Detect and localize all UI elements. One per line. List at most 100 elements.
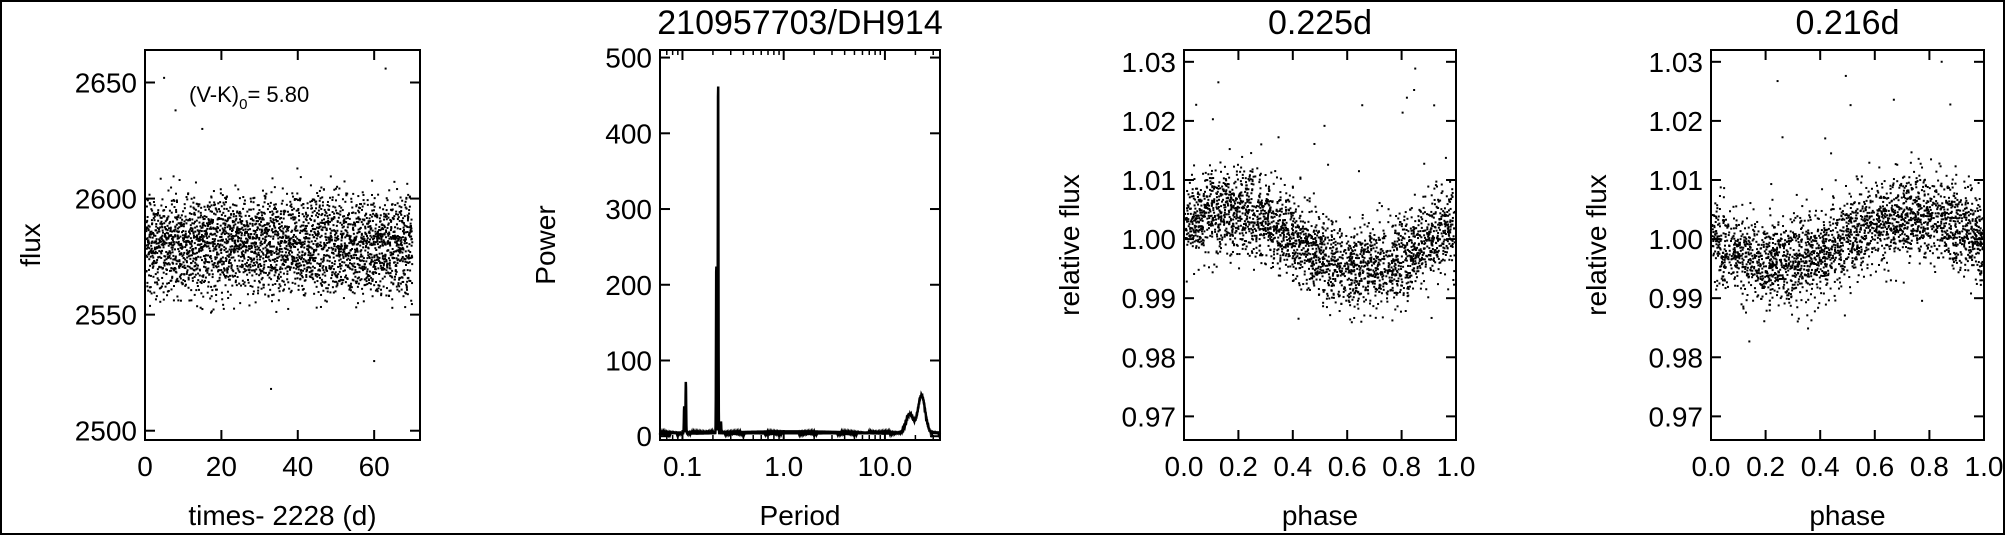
data-point	[271, 258, 274, 261]
data-point	[154, 273, 157, 276]
data-point	[222, 262, 225, 265]
data-point	[289, 268, 292, 271]
data-point	[1400, 225, 1403, 228]
data-point	[379, 244, 382, 247]
data-point	[373, 243, 376, 246]
data-point	[279, 285, 282, 288]
data-point	[1376, 288, 1379, 291]
data-point	[344, 281, 347, 284]
data-point	[165, 250, 168, 253]
data-point	[387, 242, 390, 245]
data-point	[256, 236, 259, 239]
data-point	[381, 244, 384, 247]
data-point	[407, 193, 410, 196]
data-point	[245, 264, 248, 267]
data-point	[1257, 199, 1260, 202]
data-point	[182, 210, 185, 213]
data-point	[240, 221, 243, 224]
data-point	[1259, 252, 1262, 255]
data-point	[296, 248, 299, 251]
data-point	[1374, 294, 1377, 297]
data-point	[1286, 238, 1289, 241]
data-point	[244, 214, 247, 217]
data-point	[1281, 221, 1284, 224]
data-point	[276, 275, 279, 278]
data-point	[1368, 274, 1371, 277]
data-point	[266, 274, 269, 277]
data-point	[1349, 295, 1352, 298]
data-point	[183, 203, 186, 206]
data-point	[383, 226, 386, 229]
data-point	[316, 216, 319, 219]
data-point	[316, 211, 319, 214]
data-point	[343, 215, 346, 218]
data-point	[1369, 259, 1372, 262]
data-point	[309, 200, 312, 203]
data-point	[1395, 270, 1398, 273]
data-point	[225, 258, 228, 261]
data-point	[268, 258, 271, 261]
data-point	[332, 247, 335, 250]
data-point	[274, 226, 277, 229]
data-point	[1318, 217, 1321, 220]
data-point	[177, 280, 180, 283]
data-point	[164, 261, 167, 264]
data-point	[203, 279, 206, 282]
data-point	[1248, 221, 1251, 224]
data-point	[1290, 215, 1293, 218]
data-point	[194, 226, 197, 229]
data-point	[356, 280, 359, 283]
data-point	[406, 219, 409, 222]
data-point	[1211, 235, 1214, 238]
y-axis-label: flux	[15, 223, 46, 267]
data-point	[291, 262, 294, 265]
data-point	[200, 282, 203, 285]
data-point	[387, 223, 390, 226]
data-point	[335, 237, 338, 240]
data-point	[1377, 236, 1380, 239]
data-point	[324, 210, 327, 213]
data-point	[288, 287, 291, 290]
data-point	[1202, 244, 1205, 247]
data-point	[310, 256, 313, 259]
data-point	[151, 222, 154, 225]
data-point	[229, 228, 232, 231]
data-point	[386, 232, 389, 235]
data-point	[1196, 192, 1199, 195]
data-point	[382, 266, 385, 269]
data-point	[191, 227, 194, 230]
data-point	[1423, 211, 1426, 214]
data-point	[342, 297, 345, 300]
data-point	[274, 271, 277, 274]
data-point	[1431, 215, 1434, 218]
data-point	[252, 201, 255, 204]
data-point	[228, 248, 231, 251]
data-point	[315, 306, 318, 309]
data-point	[180, 244, 183, 247]
data-point	[150, 247, 153, 250]
data-point	[1295, 256, 1298, 259]
data-point	[1187, 193, 1190, 196]
data-point	[221, 239, 224, 242]
data-point	[191, 218, 194, 221]
data-point	[1247, 227, 1250, 230]
data-point	[218, 246, 221, 249]
data-point	[313, 281, 316, 284]
data-point	[365, 233, 368, 236]
data-point	[333, 245, 336, 248]
data-point	[372, 243, 375, 246]
data-point	[1238, 216, 1241, 219]
data-point	[276, 259, 279, 262]
data-point	[280, 221, 283, 224]
data-point	[214, 256, 217, 259]
data-point	[358, 207, 361, 210]
data-point	[359, 259, 362, 262]
data-point	[366, 251, 369, 254]
data-point	[1323, 257, 1326, 260]
data-point	[165, 268, 168, 271]
data-point	[222, 260, 225, 263]
data-point	[312, 265, 315, 268]
data-point	[1209, 234, 1212, 237]
data-point	[395, 244, 398, 247]
data-point	[1265, 254, 1268, 257]
